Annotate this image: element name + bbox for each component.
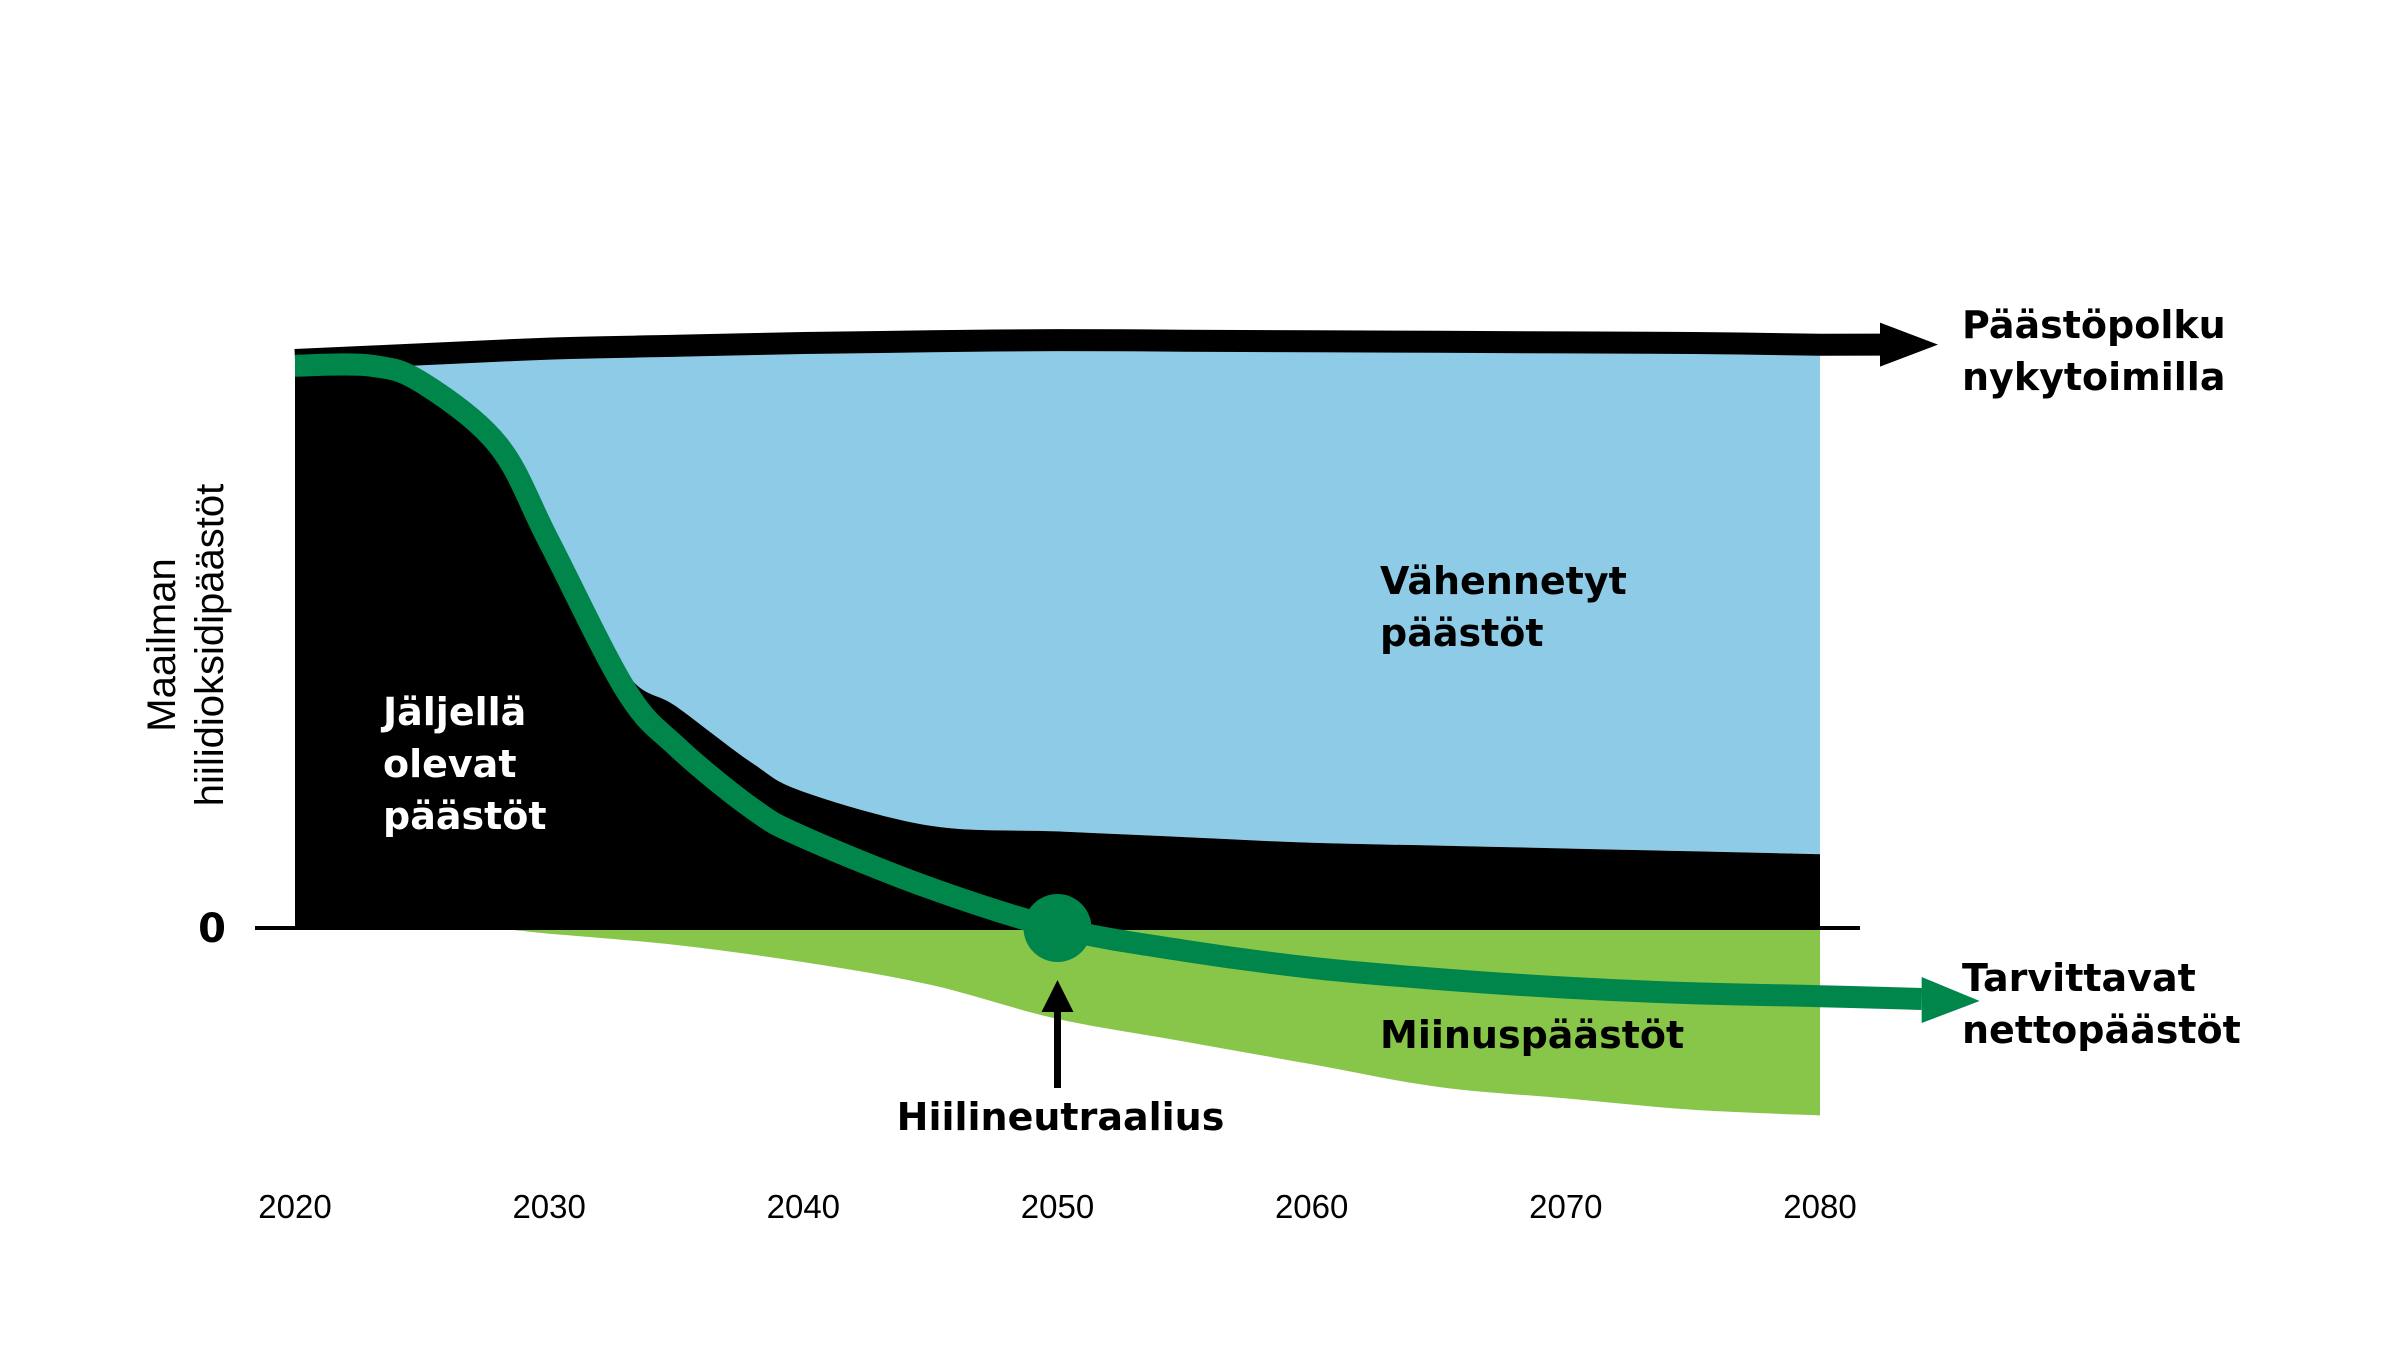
area-remaining-emissions — [295, 364, 1820, 928]
neutrality-point — [1023, 894, 1092, 962]
x-tick-2040: 2040 — [767, 1188, 840, 1225]
x-tick-2030: 2030 — [512, 1188, 585, 1225]
x-tick-2060: 2060 — [1275, 1188, 1348, 1225]
label-reduced-line-1: Vähennetyt — [1380, 559, 1627, 603]
label-negative-emissions: Miinuspäästöt — [1380, 1013, 1684, 1057]
neutrality-label: Hiilineutraalius — [897, 1095, 1225, 1139]
y-axis-title-line-2: hiilidioksidipäästöt — [188, 484, 232, 806]
y-axis-title: Maailman hiilidioksidipäästöt — [140, 484, 232, 806]
label-net-required: Tarvittavat nettopäästöt — [1962, 956, 2241, 1052]
arrow-current-path — [1880, 322, 1938, 367]
label-remaining-line-3: päästöt — [383, 794, 547, 838]
label-reduced-line-2: päästöt — [1380, 611, 1544, 655]
label-net-required-line-1: Tarvittavat — [1962, 956, 2196, 1000]
line-layer — [294, 322, 1980, 1023]
line-net-required — [294, 353, 1923, 1010]
label-current-path-line-2: nykytoimilla — [1962, 355, 2225, 399]
x-tick-2070: 2070 — [1529, 1188, 1602, 1225]
line-current-path — [294, 329, 1881, 371]
neutrality-arrow-head — [1041, 980, 1074, 1012]
label-remaining-emissions: Jäljellä olevat päästöt — [380, 690, 547, 838]
label-net-required-line-2: nettopäästöt — [1962, 1008, 2241, 1052]
label-remaining-line-2: olevat — [383, 742, 516, 786]
area-reduced-emissions — [295, 340, 1820, 855]
label-current-path-line-1: Päästöpolku — [1962, 303, 2226, 347]
zero-label: 0 — [198, 906, 226, 952]
x-tick-2050: 2050 — [1021, 1188, 1094, 1225]
y-axis-title-line-1: Maailman — [140, 558, 184, 731]
label-remaining-line-1: Jäljellä — [380, 690, 526, 734]
neutrality-marker-group: Hiilineutraalius — [897, 894, 1225, 1139]
arrow-net-required — [1921, 977, 1980, 1023]
x-tick-2020: 2020 — [258, 1188, 331, 1225]
label-current-path: Päästöpolku nykytoimilla — [1962, 303, 2226, 399]
label-reduced-emissions: Vähennetyt päästöt — [1380, 559, 1627, 655]
x-tick-2080: 2080 — [1783, 1188, 1856, 1225]
x-axis-ticks: 2020 2030 2040 2050 2060 2070 2080 — [258, 1188, 1856, 1225]
